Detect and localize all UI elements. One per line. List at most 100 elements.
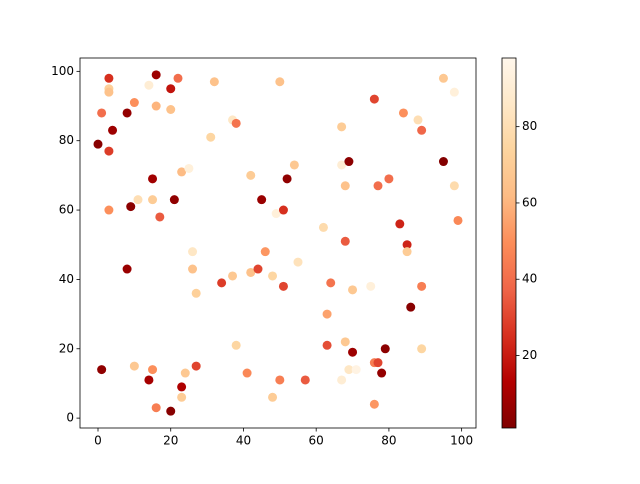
point xyxy=(177,392,187,402)
point xyxy=(322,340,332,350)
point xyxy=(260,247,270,257)
point xyxy=(129,361,139,371)
point xyxy=(151,70,161,80)
point xyxy=(402,247,412,257)
point xyxy=(246,170,256,180)
point xyxy=(257,195,267,205)
point xyxy=(144,80,154,90)
point xyxy=(155,212,165,222)
point xyxy=(122,264,132,274)
point xyxy=(318,222,328,232)
point xyxy=(97,365,107,375)
colorbar-tick-label: 40 xyxy=(522,272,537,286)
point xyxy=(406,302,416,312)
point xyxy=(271,209,281,219)
point xyxy=(242,368,252,378)
point xyxy=(337,122,347,132)
point xyxy=(180,368,190,378)
x-tick-label: 60 xyxy=(309,434,324,448)
point xyxy=(253,264,263,274)
point xyxy=(337,375,347,385)
point xyxy=(453,215,463,225)
point xyxy=(166,104,176,114)
point xyxy=(275,77,285,87)
point xyxy=(380,344,390,354)
point xyxy=(366,281,376,291)
point xyxy=(348,347,358,357)
plot-frame xyxy=(79,57,477,429)
y-tick-label: 0 xyxy=(66,411,74,425)
point xyxy=(395,219,405,229)
point xyxy=(206,132,216,142)
point xyxy=(369,94,379,104)
point xyxy=(275,375,285,385)
point xyxy=(104,205,114,215)
point xyxy=(337,160,347,170)
point xyxy=(373,358,383,368)
point xyxy=(217,278,227,288)
point xyxy=(417,344,427,354)
point xyxy=(104,146,114,156)
point xyxy=(449,87,459,97)
point xyxy=(326,278,336,288)
point xyxy=(268,392,278,402)
point xyxy=(93,139,103,149)
point xyxy=(126,202,136,212)
point xyxy=(177,167,187,177)
x-tick-label: 0 xyxy=(94,434,102,448)
point xyxy=(417,281,427,291)
point xyxy=(166,406,176,416)
point xyxy=(438,73,448,83)
point xyxy=(97,108,107,118)
point xyxy=(129,98,139,108)
colorbar-tick-label: 60 xyxy=(522,195,537,209)
point xyxy=(369,399,379,409)
x-tick-label: 80 xyxy=(381,434,396,448)
point xyxy=(169,195,179,205)
point xyxy=(173,73,183,83)
point xyxy=(351,365,361,375)
point xyxy=(191,288,201,298)
y-tick-label: 20 xyxy=(59,341,74,355)
point xyxy=(188,247,198,257)
point xyxy=(122,108,132,118)
colorbar-tick-label: 80 xyxy=(522,119,537,133)
point xyxy=(300,375,310,385)
point xyxy=(231,118,241,128)
point xyxy=(340,337,350,347)
point xyxy=(133,195,143,205)
x-tick-label: 20 xyxy=(163,434,178,448)
x-tick-label: 100 xyxy=(450,434,473,448)
y-tick-label: 40 xyxy=(59,272,74,286)
point xyxy=(344,157,354,167)
point xyxy=(246,267,256,277)
point xyxy=(373,181,383,191)
point xyxy=(148,195,158,205)
point xyxy=(104,73,114,83)
point xyxy=(144,375,154,385)
point xyxy=(344,365,354,375)
point xyxy=(438,157,448,167)
point xyxy=(293,257,303,267)
point xyxy=(166,84,176,94)
point xyxy=(108,125,118,135)
y-tick-label: 100 xyxy=(51,64,74,78)
point xyxy=(289,160,299,170)
point xyxy=(384,174,394,184)
point xyxy=(402,240,412,250)
colorbar xyxy=(501,57,517,429)
point xyxy=(148,174,158,184)
point xyxy=(151,101,161,111)
point xyxy=(398,108,408,118)
point xyxy=(278,281,288,291)
point xyxy=(177,382,187,392)
y-tick-label: 60 xyxy=(59,203,74,217)
point xyxy=(413,115,423,125)
point xyxy=(151,403,161,413)
point xyxy=(348,285,358,295)
point xyxy=(268,271,278,281)
point xyxy=(209,77,219,87)
point xyxy=(184,163,194,173)
